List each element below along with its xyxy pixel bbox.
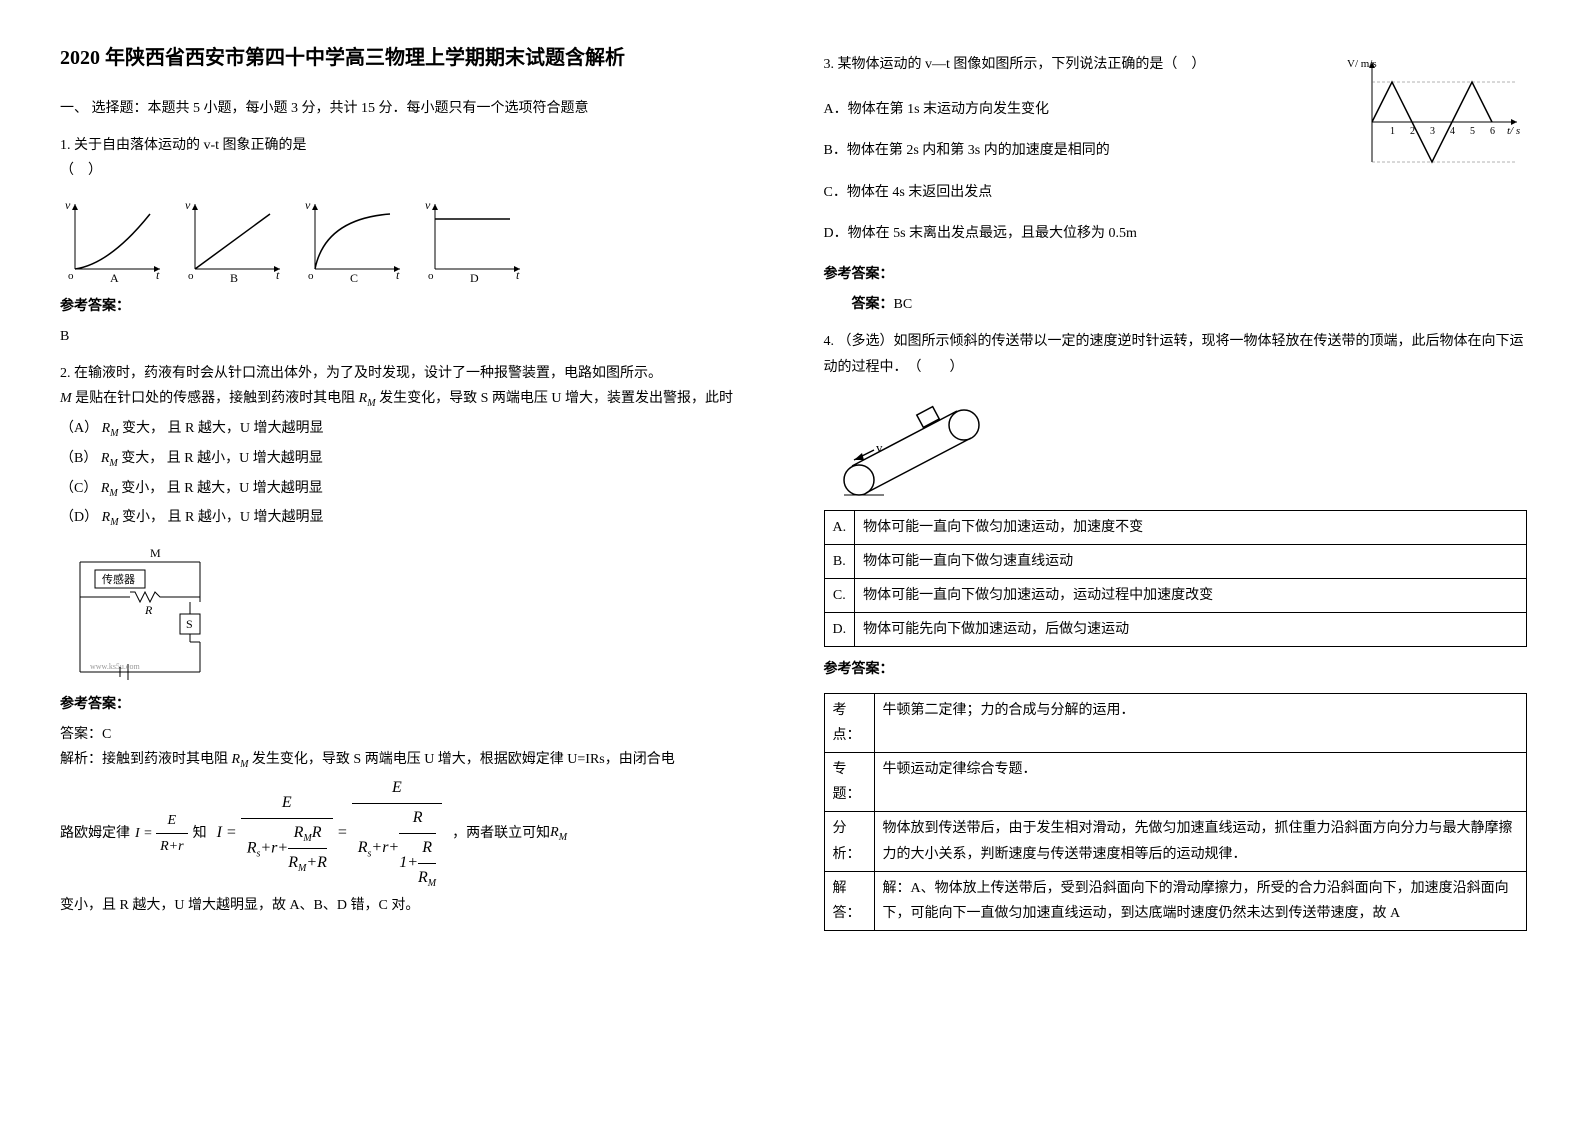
q1-answer: B bbox=[60, 324, 764, 349]
question-2: 2. 在输液时，药液有时会从针口流出体外，为了及时发现，设计了一种报警装置，电路… bbox=[60, 361, 764, 918]
q2-option-B: （B） RM 变大， 且 R 越小，U 增大越明显 bbox=[60, 446, 764, 473]
svg-text:D: D bbox=[470, 271, 479, 284]
circuit-sensor-label: 传感器 bbox=[102, 573, 135, 586]
table-row: C.物体可能一直向下做匀加速运动，运动过程中加速度改变 bbox=[824, 579, 1527, 613]
table-row: 专题：牛顿运动定律综合专题． bbox=[824, 753, 1527, 812]
q3-answer-line: 答案：BC bbox=[824, 292, 1528, 317]
svg-text:o: o bbox=[68, 270, 74, 282]
q1-graph-A: v t o A bbox=[60, 194, 170, 284]
q1-graphs: v t o A v t o bbox=[60, 194, 764, 284]
svg-text:t: t bbox=[396, 268, 400, 282]
q2-M: M bbox=[60, 391, 72, 406]
q1-answer-label: 参考答案： bbox=[60, 294, 764, 319]
svg-text:6: 6 bbox=[1490, 126, 1495, 137]
svg-text:A: A bbox=[110, 271, 119, 284]
svg-text:5: 5 bbox=[1470, 126, 1475, 137]
q2-law-label: 路欧姆定律 bbox=[60, 821, 130, 846]
svg-text:t: t bbox=[276, 268, 280, 282]
table-row: D.物体可能先向下做加速运动，后做匀速运动 bbox=[824, 613, 1527, 647]
table-row: B.物体可能一直向下做匀速直线运动 bbox=[824, 544, 1527, 578]
q3-option-D: D．物体在 5s 末离出发点最远，且最大位移为 0.5m bbox=[824, 221, 1528, 246]
q2-option-C: （C） RM 变小， 且 R 越大，U 增大越明显 bbox=[60, 476, 764, 503]
q4-text: 4. （多选）如图所示倾斜的传送带以一定的速度逆时针运转，现将一物体轻放在传送带… bbox=[824, 329, 1528, 379]
table-row: 考点：牛顿第二定律；力的合成与分解的运用． bbox=[824, 693, 1527, 752]
q2-answer: 答案：C bbox=[60, 722, 764, 747]
q4-conveyor: v bbox=[824, 390, 1004, 500]
q2-option-A: （A） RM 变大， 且 R 越大，U 增大越明显 bbox=[60, 416, 764, 443]
q2-text2: M 是贴在针口处的传感器，接触到药液时其电阻 RM 发生变化，导致 S 两端电压… bbox=[60, 386, 764, 413]
svg-text:v: v bbox=[425, 198, 431, 212]
q3-option-C: C．物体在 4s 末返回出发点 bbox=[824, 180, 1528, 205]
svg-text:v: v bbox=[65, 198, 71, 212]
q1-graph-B: v t o B bbox=[180, 194, 290, 284]
table-row: 解答：解：A、物体放上传送带后，受到沿斜面向下的滑动摩擦力，所受的合力沿斜面向下… bbox=[824, 871, 1527, 930]
svg-text:4: 4 bbox=[1450, 126, 1455, 137]
q1-text: 1. 关于自由落体运动的 v-t 图象正确的是 bbox=[60, 133, 764, 158]
circuit-S-label: S bbox=[186, 617, 193, 631]
q2-formula-big: I = ERs+r+RMRRM+R = ERs+r+R1+RRM bbox=[217, 774, 443, 893]
svg-text:o: o bbox=[428, 270, 434, 282]
svg-text:V/ m/s: V/ m/s bbox=[1347, 58, 1377, 70]
q2-answer-label: 参考答案： bbox=[60, 692, 764, 717]
svg-text:t/ s: t/ s bbox=[1507, 125, 1520, 137]
q2-RM: RM bbox=[359, 391, 376, 406]
svg-text:o: o bbox=[188, 270, 194, 282]
svg-text:o: o bbox=[308, 270, 314, 282]
circuit-R-label: R bbox=[144, 603, 153, 617]
svg-text:v: v bbox=[185, 198, 191, 212]
q3-answer-label: 参考答案： bbox=[824, 262, 1528, 287]
q2-text1: 2. 在输液时，药液有时会从针口流出体外，为了及时发现，设计了一种报警装置，电路… bbox=[60, 361, 764, 386]
q4-analysis-table: 考点：牛顿第二定律；力的合成与分解的运用． 专题：牛顿运动定律综合专题． 分析：… bbox=[824, 693, 1528, 932]
svg-text:1: 1 bbox=[1390, 126, 1395, 137]
q2-option-D: （D） RM 变小， 且 R 越小，U 增大越明显 bbox=[60, 505, 764, 532]
question-4: 4. （多选）如图所示倾斜的传送带以一定的速度逆时针运转，现将一物体轻放在传送带… bbox=[824, 329, 1528, 931]
q2-circuit: 传感器 M R S www.ks5u.com bbox=[60, 542, 220, 682]
q3-graph: V/ m/s t/ s 1 2 3 4 5 6 bbox=[1347, 52, 1527, 172]
svg-text:B: B bbox=[230, 271, 238, 284]
svg-text:C: C bbox=[350, 271, 358, 284]
svg-text:t: t bbox=[516, 268, 520, 282]
svg-text:v: v bbox=[876, 440, 883, 455]
q2-formula-simple: I = ER+r bbox=[135, 808, 188, 859]
q4-answer-label: 参考答案： bbox=[824, 657, 1528, 682]
q1-graph-D: v t o D bbox=[420, 194, 530, 284]
q1-blank: （ ） bbox=[60, 158, 764, 183]
svg-text:www.ks5u.com: www.ks5u.com bbox=[90, 662, 140, 671]
svg-text:t: t bbox=[156, 268, 160, 282]
page-title: 2020 年陕西省西安市第四十中学高三物理上学期期末试题含解析 bbox=[60, 40, 764, 76]
q4-options-table: A.物体可能一直向下做匀加速运动，加速度不变 B.物体可能一直向下做匀速直线运动… bbox=[824, 510, 1528, 648]
question-3: 3. 某物体运动的 v—t 图像如图所示，下列说法正确的是（ ） V/ m/s … bbox=[824, 52, 1528, 317]
section-header: 一、 选择题：本题共 5 小题，每小题 3 分，共计 15 分．每小题只有一个选… bbox=[60, 96, 764, 121]
svg-text:v: v bbox=[305, 198, 311, 212]
circuit-M-label: M bbox=[150, 546, 161, 560]
table-row: 分析：物体放到传送带后，由于发生相对滑动，先做匀加速直线运动，抓住重力沿斜面方向… bbox=[824, 812, 1527, 871]
q1-graph-C: v t o C bbox=[300, 194, 410, 284]
table-row: A.物体可能一直向下做匀加速运动，加速度不变 bbox=[824, 510, 1527, 544]
svg-text:3: 3 bbox=[1430, 126, 1435, 137]
q2-analysis: 解析：接触到药液时其电阻 RM 发生变化，导致 S 两端电压 U 增大，根据欧姆… bbox=[60, 747, 764, 774]
question-1: 1. 关于自由落体运动的 v-t 图象正确的是 （ ） v t o A bbox=[60, 133, 764, 349]
